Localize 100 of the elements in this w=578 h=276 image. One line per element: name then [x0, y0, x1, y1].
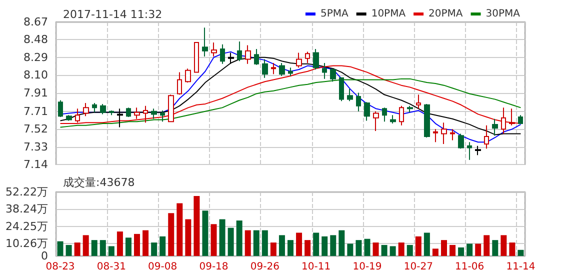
bar: [509, 242, 516, 256]
candlestick: [160, 110, 165, 122]
bar: [398, 242, 404, 256]
candlestick: [66, 114, 72, 122]
candlestick: [279, 62, 285, 77]
bar: [288, 240, 294, 256]
candlestick: [288, 67, 293, 77]
candlestick: [390, 114, 396, 124]
candlestick: [271, 62, 276, 75]
x-tick-label: 08-31: [96, 262, 126, 272]
y-tick-label: 8.29: [24, 50, 48, 64]
candlestick: [424, 103, 430, 138]
bar: [108, 246, 114, 256]
candlestick: [143, 105, 148, 124]
candlestick: [305, 51, 310, 64]
candlestick: [356, 92, 361, 112]
bar: [244, 230, 251, 256]
bar: [82, 235, 89, 256]
candlestick: [75, 108, 80, 124]
x-tick-label: 08-23: [46, 262, 75, 272]
candlestick: [254, 48, 259, 66]
x-tick-label: 10-19: [352, 262, 382, 272]
candlestick: [134, 107, 140, 120]
candlestick: [364, 102, 370, 122]
candlestick: [220, 44, 225, 64]
candlestick: [458, 133, 464, 150]
bar: [253, 230, 260, 256]
bar: [176, 203, 183, 256]
bar: [313, 232, 320, 256]
chart-title: 2017-11-14 11:32: [63, 8, 162, 21]
bar: [210, 224, 217, 256]
bar: [322, 236, 328, 256]
bar: [415, 236, 422, 256]
bar: [330, 235, 336, 256]
bar: [91, 240, 98, 256]
bar: [466, 244, 473, 256]
bar: [151, 242, 158, 256]
candlestick: [407, 105, 413, 113]
y-tick-label: 0: [41, 250, 48, 262]
candlestick: [450, 128, 455, 141]
bar: [390, 246, 396, 256]
legend-label: 30PMA: [486, 8, 520, 20]
bar: [500, 235, 507, 256]
bar: [116, 231, 123, 256]
y-tick-label: 7.33: [24, 140, 48, 154]
y-tick-label: 8.67: [24, 16, 48, 28]
candlestick: [399, 105, 404, 126]
candlestick: [501, 107, 506, 134]
bar: [372, 242, 379, 256]
candlestick: [373, 110, 379, 132]
candlestick: [416, 94, 421, 110]
bar: [278, 235, 285, 256]
bar: [338, 230, 345, 256]
candlestick: [58, 100, 63, 118]
x-tick-label: 09-26: [250, 262, 280, 272]
bar: [185, 219, 192, 256]
bar: [66, 244, 72, 256]
bar: [228, 228, 234, 256]
candlestick: [245, 44, 251, 64]
x-tick-label: 09-08: [148, 262, 178, 272]
candlestick: [433, 128, 438, 143]
candlestick: [518, 114, 523, 124]
line-series: [60, 78, 522, 128]
y-tick-label: 8.48: [24, 33, 48, 46]
candlestick: [467, 142, 472, 160]
bar: [168, 213, 174, 256]
bar: [296, 232, 302, 256]
bar: [406, 244, 413, 256]
y-tick-label: 38.24万: [6, 202, 48, 216]
bar: [475, 244, 482, 256]
candlestick: [313, 48, 319, 70]
bar: [458, 247, 464, 256]
bar: [270, 242, 276, 256]
candlestick: [509, 108, 515, 126]
x-tick-label: 09-18: [199, 262, 228, 272]
bar: [450, 244, 456, 256]
y-tick-label: 7.14: [24, 158, 48, 171]
bar: [440, 240, 447, 256]
legend-label: 5PMA: [320, 8, 348, 20]
legend-label: 20PMA: [428, 8, 463, 20]
bar: [381, 244, 388, 256]
y-tick-label: 10.26万: [6, 236, 48, 250]
y-tick-label: 7.52: [24, 122, 48, 136]
bar: [424, 232, 430, 256]
candlestick: [475, 145, 481, 156]
y-tick-label: 7.71: [24, 104, 48, 118]
candlestick: [202, 27, 208, 57]
bar: [74, 242, 80, 256]
y-tick-label: 7.91: [24, 86, 48, 100]
legend-label: 10PMA: [371, 8, 406, 20]
candlestick: [330, 68, 336, 82]
bar: [347, 244, 354, 256]
candlestick: [194, 42, 199, 73]
bar: [484, 235, 490, 256]
x-tick-label: 10-27: [404, 262, 433, 272]
candlestick: [168, 94, 174, 122]
bar: [219, 219, 226, 256]
chart-title: 成交量:43678: [63, 176, 135, 189]
candlestick: [382, 107, 387, 122]
bar: [262, 230, 268, 256]
